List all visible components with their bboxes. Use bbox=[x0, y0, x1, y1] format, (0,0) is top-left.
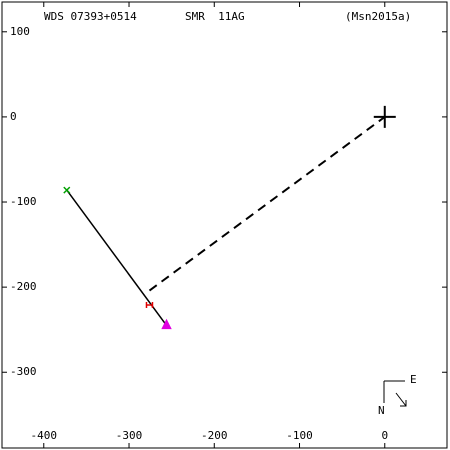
y-tick-label: -100 bbox=[10, 195, 37, 208]
point bbox=[161, 318, 172, 330]
header-reference: (Msn2015a) bbox=[345, 10, 411, 23]
orbit-line bbox=[66, 189, 168, 326]
x-tick-label: 0 bbox=[381, 429, 388, 442]
compass-north: N bbox=[378, 404, 385, 417]
x-tick-label: -100 bbox=[286, 429, 313, 442]
header-discoverer: SMR 11AG bbox=[185, 10, 245, 23]
compass-arrow bbox=[395, 392, 407, 407]
y-tick-label: -300 bbox=[10, 365, 37, 378]
compass: E N bbox=[378, 373, 417, 417]
x-tick-label: -300 bbox=[116, 429, 143, 442]
dashed-line bbox=[148, 116, 386, 292]
point bbox=[145, 302, 154, 309]
y-tick-label: 0 bbox=[10, 110, 17, 123]
x-tick-label: -400 bbox=[31, 429, 58, 442]
primary-star bbox=[373, 105, 396, 128]
y-tick-label: 100 bbox=[10, 25, 30, 38]
compass-east: E bbox=[410, 373, 417, 386]
header-id: WDS 07393+0514 bbox=[44, 10, 137, 23]
compass-arrowhead bbox=[400, 400, 407, 407]
y-tick-label: -200 bbox=[10, 280, 37, 293]
x-tick-label: -200 bbox=[201, 429, 228, 442]
point bbox=[63, 186, 71, 194]
